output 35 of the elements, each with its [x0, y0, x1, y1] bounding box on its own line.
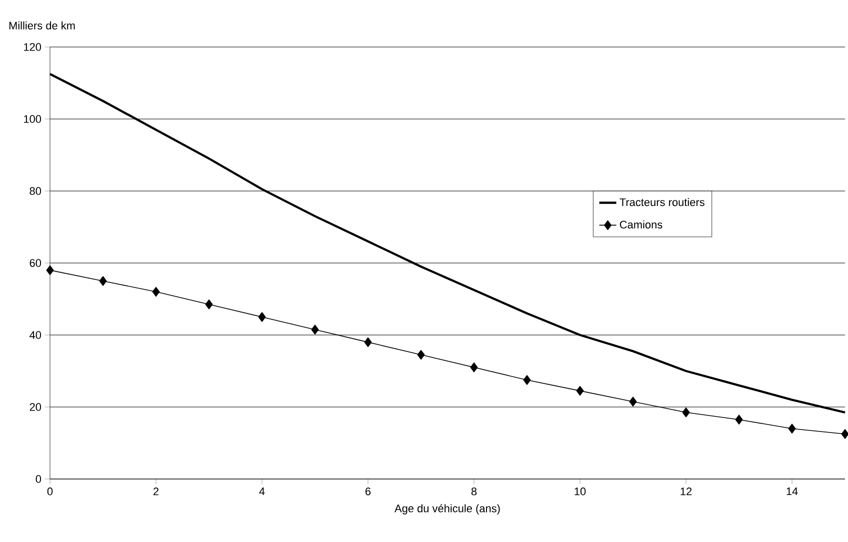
y-axis-title: Milliers de km [9, 21, 75, 30]
x-axis-title: Age du véhicule (ans) [394, 504, 500, 514]
point [417, 350, 425, 360]
point [841, 429, 848, 439]
point [788, 424, 796, 434]
y-tick-label: 120 [24, 43, 42, 51]
y-tick-label: 40 [30, 331, 42, 339]
x-tick-label: 2 [154, 488, 158, 496]
y-tick-label: 20 [30, 403, 42, 411]
point [46, 265, 54, 276]
y-tick-label: 60 [30, 259, 42, 267]
x-tick-label: 10 [574, 488, 586, 496]
y-tick-label: 100 [24, 115, 42, 123]
point [682, 408, 690, 418]
x-tick-label: 12 [680, 488, 692, 496]
point [152, 286, 160, 297]
y-tick-label: 80 [30, 187, 42, 195]
point [99, 276, 107, 286]
y-tick-label: 0 [36, 475, 42, 483]
x-tick-label: 6 [366, 488, 371, 496]
point [576, 386, 584, 396]
point [258, 312, 266, 322]
point [735, 414, 743, 424]
point [629, 396, 637, 406]
x-tick-label: 0 [47, 488, 53, 496]
point [523, 375, 531, 385]
x-tick-label: 8 [471, 488, 477, 496]
point [364, 337, 372, 348]
legend-label: Camions [620, 220, 662, 229]
x-tick-label: 4 [259, 488, 265, 496]
point [311, 324, 319, 334]
point [205, 300, 213, 310]
legend-label: Tracteurs routiers [620, 198, 704, 206]
x-tick-label: 14 [786, 488, 798, 496]
point [470, 362, 478, 372]
